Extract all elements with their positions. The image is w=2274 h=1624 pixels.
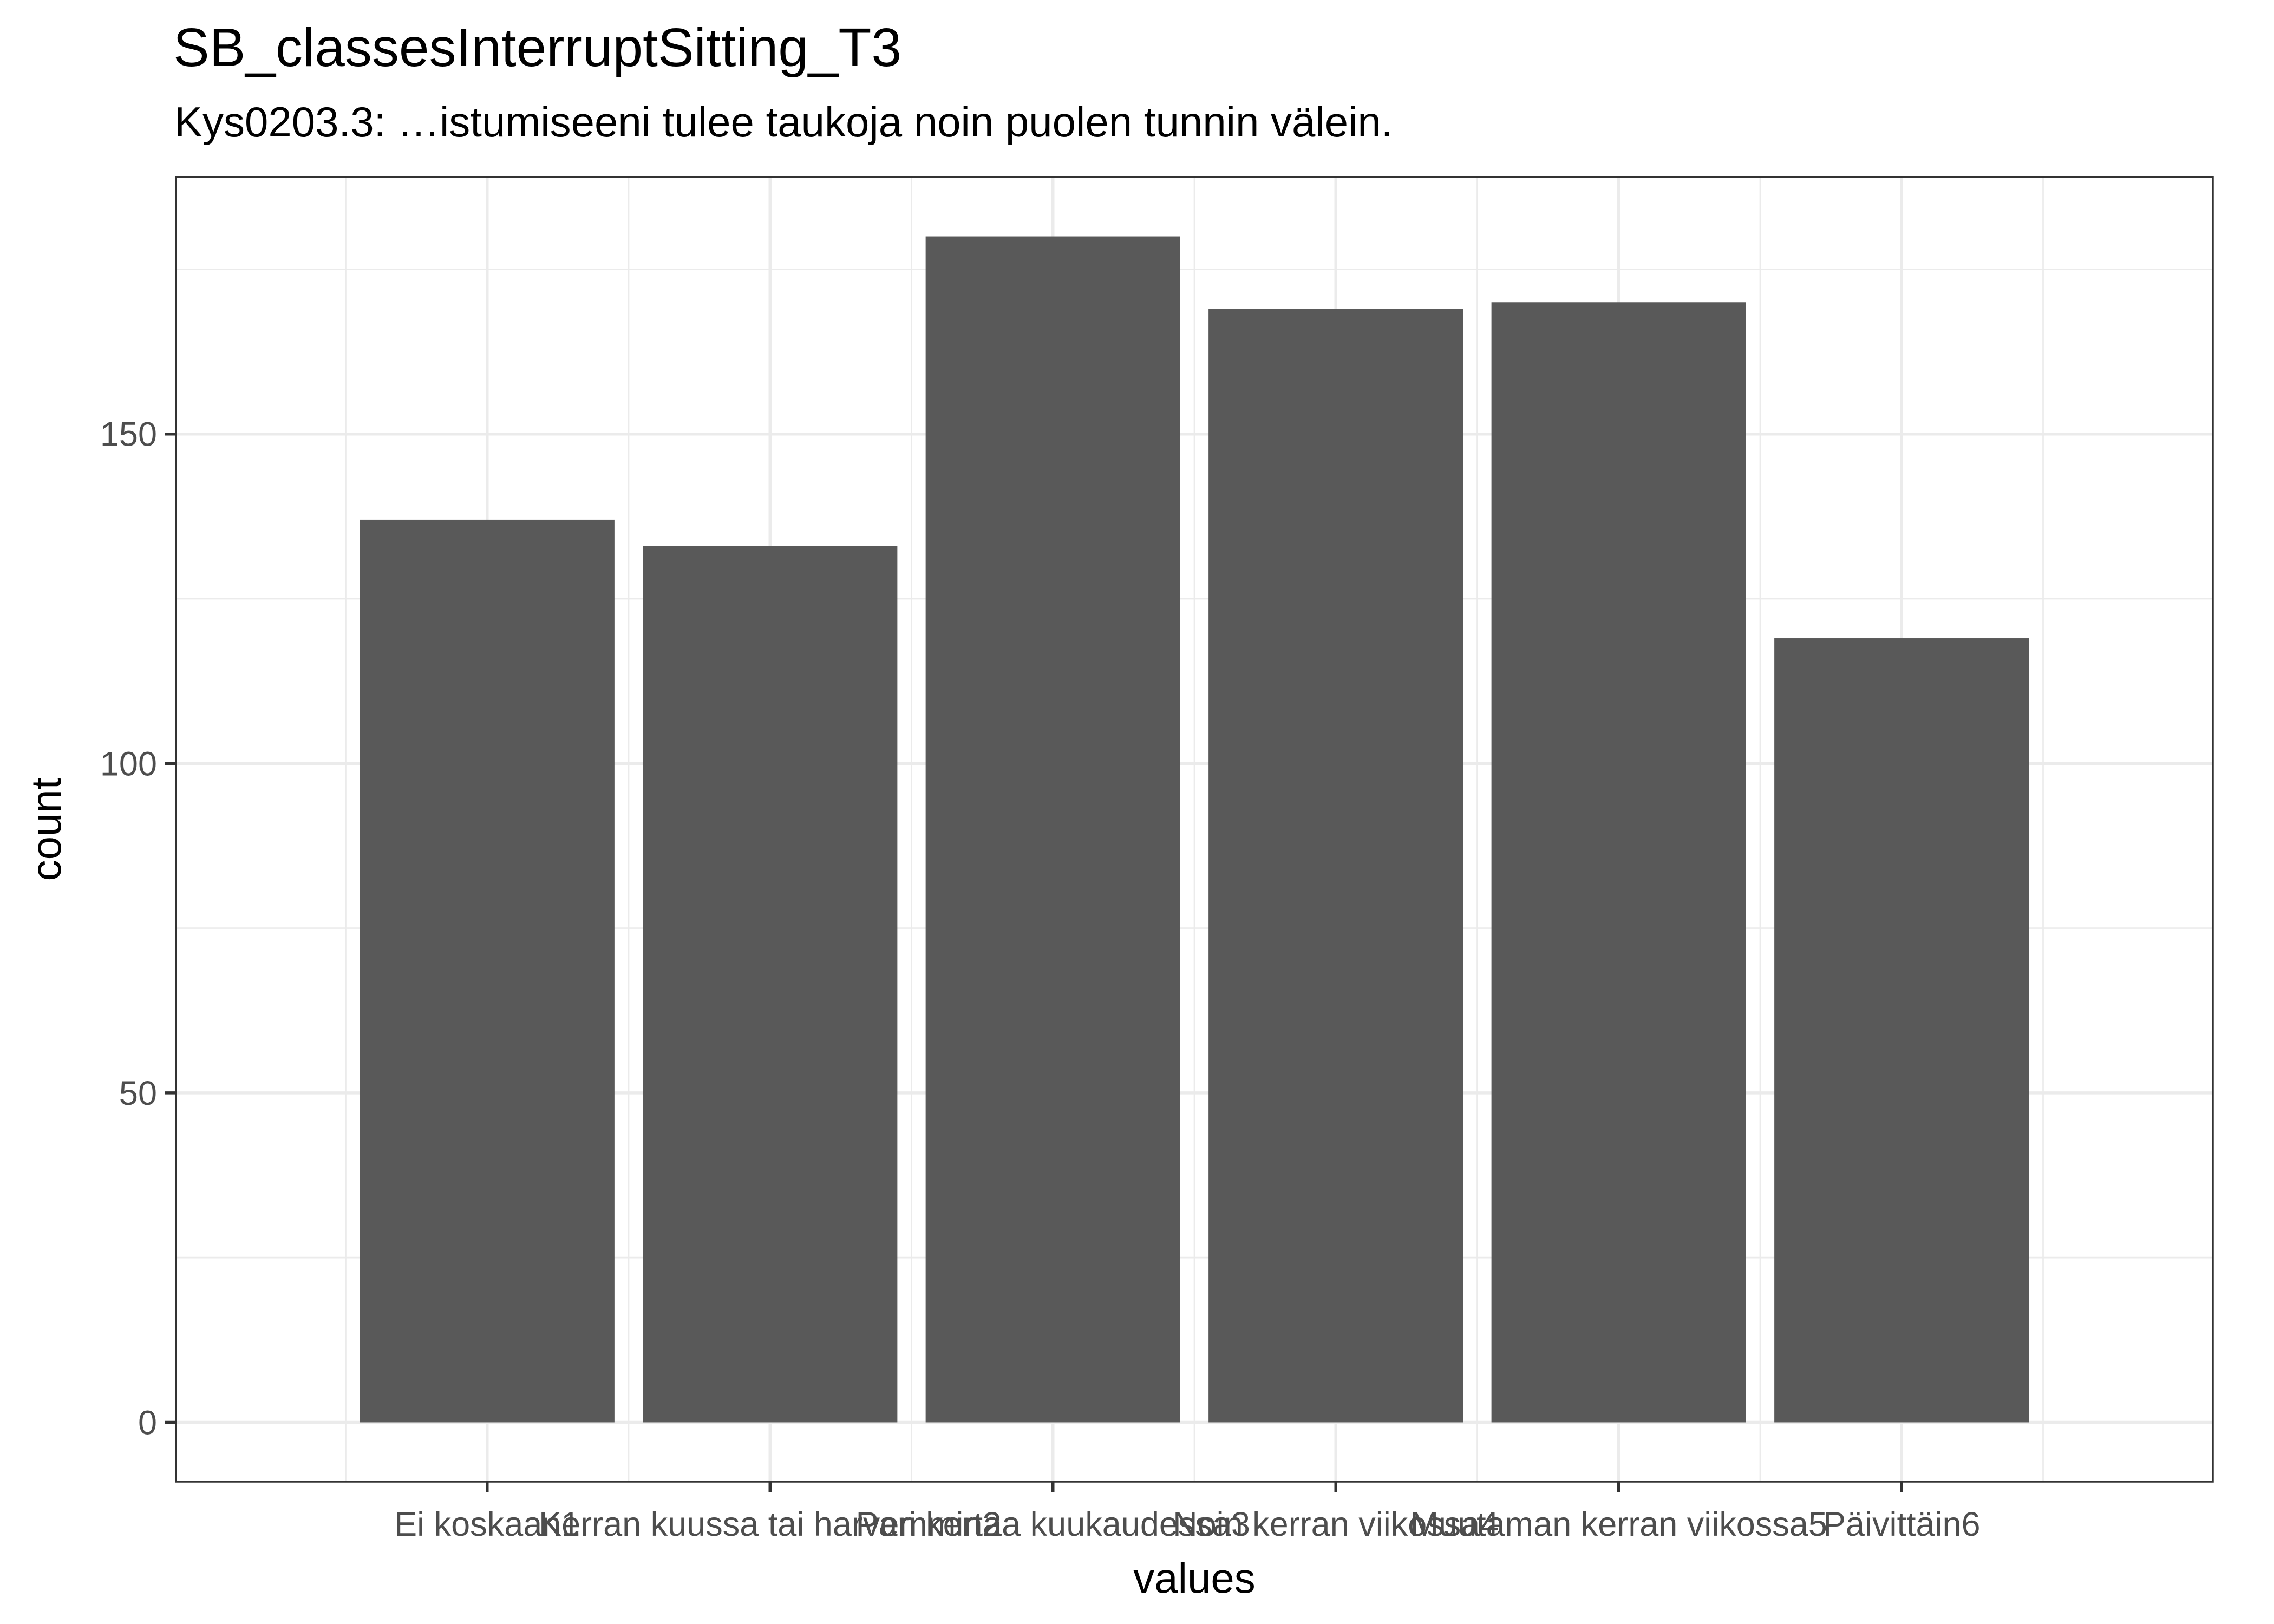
bar: [1208, 309, 1463, 1423]
bar: [1774, 638, 2029, 1423]
panel-border: [175, 176, 2214, 1483]
y-tick-label: 150: [100, 416, 157, 454]
y-tick-label: 0: [138, 1404, 157, 1442]
x-axis-title: values: [1133, 1554, 1255, 1602]
x-tick-label: Ei koskaan1: [394, 1505, 580, 1543]
x-tick-label: Päivittäin6: [1823, 1505, 1981, 1543]
chart-title: SB_classesInterruptSitting_T3: [173, 17, 901, 78]
bar: [360, 519, 615, 1423]
tick-layer: [165, 432, 1903, 1492]
bar-layer: [360, 236, 2029, 1423]
bar: [1491, 302, 1746, 1423]
bar: [643, 546, 898, 1423]
y-axis-title: count: [22, 777, 70, 881]
bar: [925, 236, 1180, 1423]
x-tick-label: Muutaman kerran viikossa5: [1410, 1505, 1827, 1543]
x-tick-label: Pari kertaa kuukaudessa3: [856, 1505, 1250, 1543]
chart-subtitle: Kys0203.3: …istumiseeni tulee taukoja no…: [174, 98, 1393, 146]
x-tick-label: Kerran kuussa tai harvemmin2: [539, 1505, 1001, 1543]
x-tick-label: Noin kerran viikossa4: [1173, 1505, 1499, 1543]
y-tick-label: 50: [119, 1075, 157, 1112]
y-tick-label: 100: [100, 745, 157, 783]
